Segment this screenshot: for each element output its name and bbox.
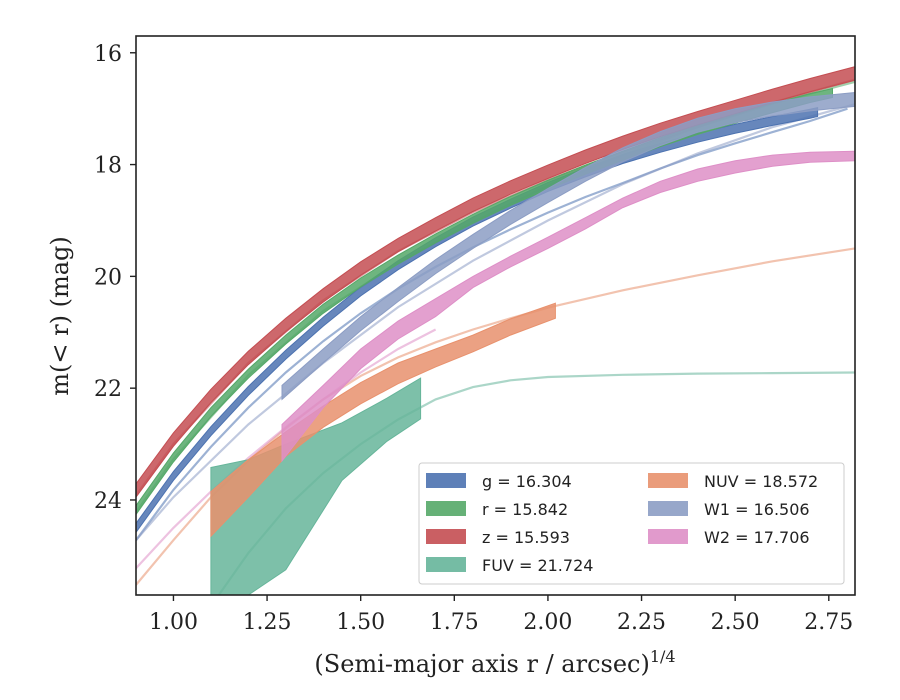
legend-label-3: FUV = 21.724 [482, 556, 593, 575]
band-z [136, 66, 855, 499]
legend-label-5: W1 = 16.506 [704, 500, 810, 519]
band-W2 [281, 150, 855, 463]
x-tick-label: 1.00 [149, 610, 198, 635]
plot-frame [135, 35, 856, 596]
y-tick-label: 18 [94, 154, 122, 179]
legend-swatch-5 [648, 501, 688, 516]
x-axis-ticks: 1.00 1.25 1.50 1.75 2.00 2.25 2.50 2.75 [149, 595, 853, 635]
legend: g = 16.304 r = 15.842 z = 15.593 FUV = 21.7… [418, 462, 845, 585]
legend-box [418, 462, 845, 585]
legend-swatch-2 [426, 529, 466, 544]
y-tick-label: 20 [94, 265, 122, 290]
legend-swatch-6 [648, 529, 688, 544]
model-curve-W1 [136, 103, 855, 541]
legend-label-2: z = 15.593 [482, 528, 570, 547]
x-axis-label: (Semi-major axis r / arcsec)1/4 [314, 647, 675, 678]
legend-label-1: r = 15.842 [482, 500, 568, 519]
y-tick-label: 22 [94, 377, 122, 402]
x-tick-label: 2.50 [711, 610, 760, 635]
x-tick-label: 2.75 [804, 610, 853, 635]
legend-swatch-1 [426, 501, 466, 516]
legend-label-6: W2 = 17.706 [704, 528, 810, 547]
band-W1 [281, 91, 855, 401]
legend-swatch-4 [648, 473, 688, 488]
band-NUV [210, 302, 556, 538]
legend-swatch-3 [426, 557, 466, 572]
plot-area [136, 66, 855, 595]
x-tick-label: 2.25 [617, 610, 666, 635]
y-axis-ticks: 16 18 20 22 24 [94, 42, 136, 514]
measurement-bands [136, 66, 855, 595]
x-tick-label: 2.00 [523, 610, 572, 635]
x-tick-label: 1.25 [243, 610, 292, 635]
legend-swatch-0 [426, 473, 466, 488]
model-curve-g [136, 107, 848, 541]
y-tick-label: 24 [94, 489, 122, 514]
legend-label-4: NUV = 18.572 [704, 472, 818, 491]
y-tick-label: 16 [94, 42, 122, 67]
y-axis-label: m(< r) (mag) [46, 236, 74, 395]
x-tick-label: 1.75 [430, 610, 479, 635]
x-tick-label: 1.50 [336, 610, 385, 635]
legend-label-0: g = 16.304 [482, 472, 572, 491]
